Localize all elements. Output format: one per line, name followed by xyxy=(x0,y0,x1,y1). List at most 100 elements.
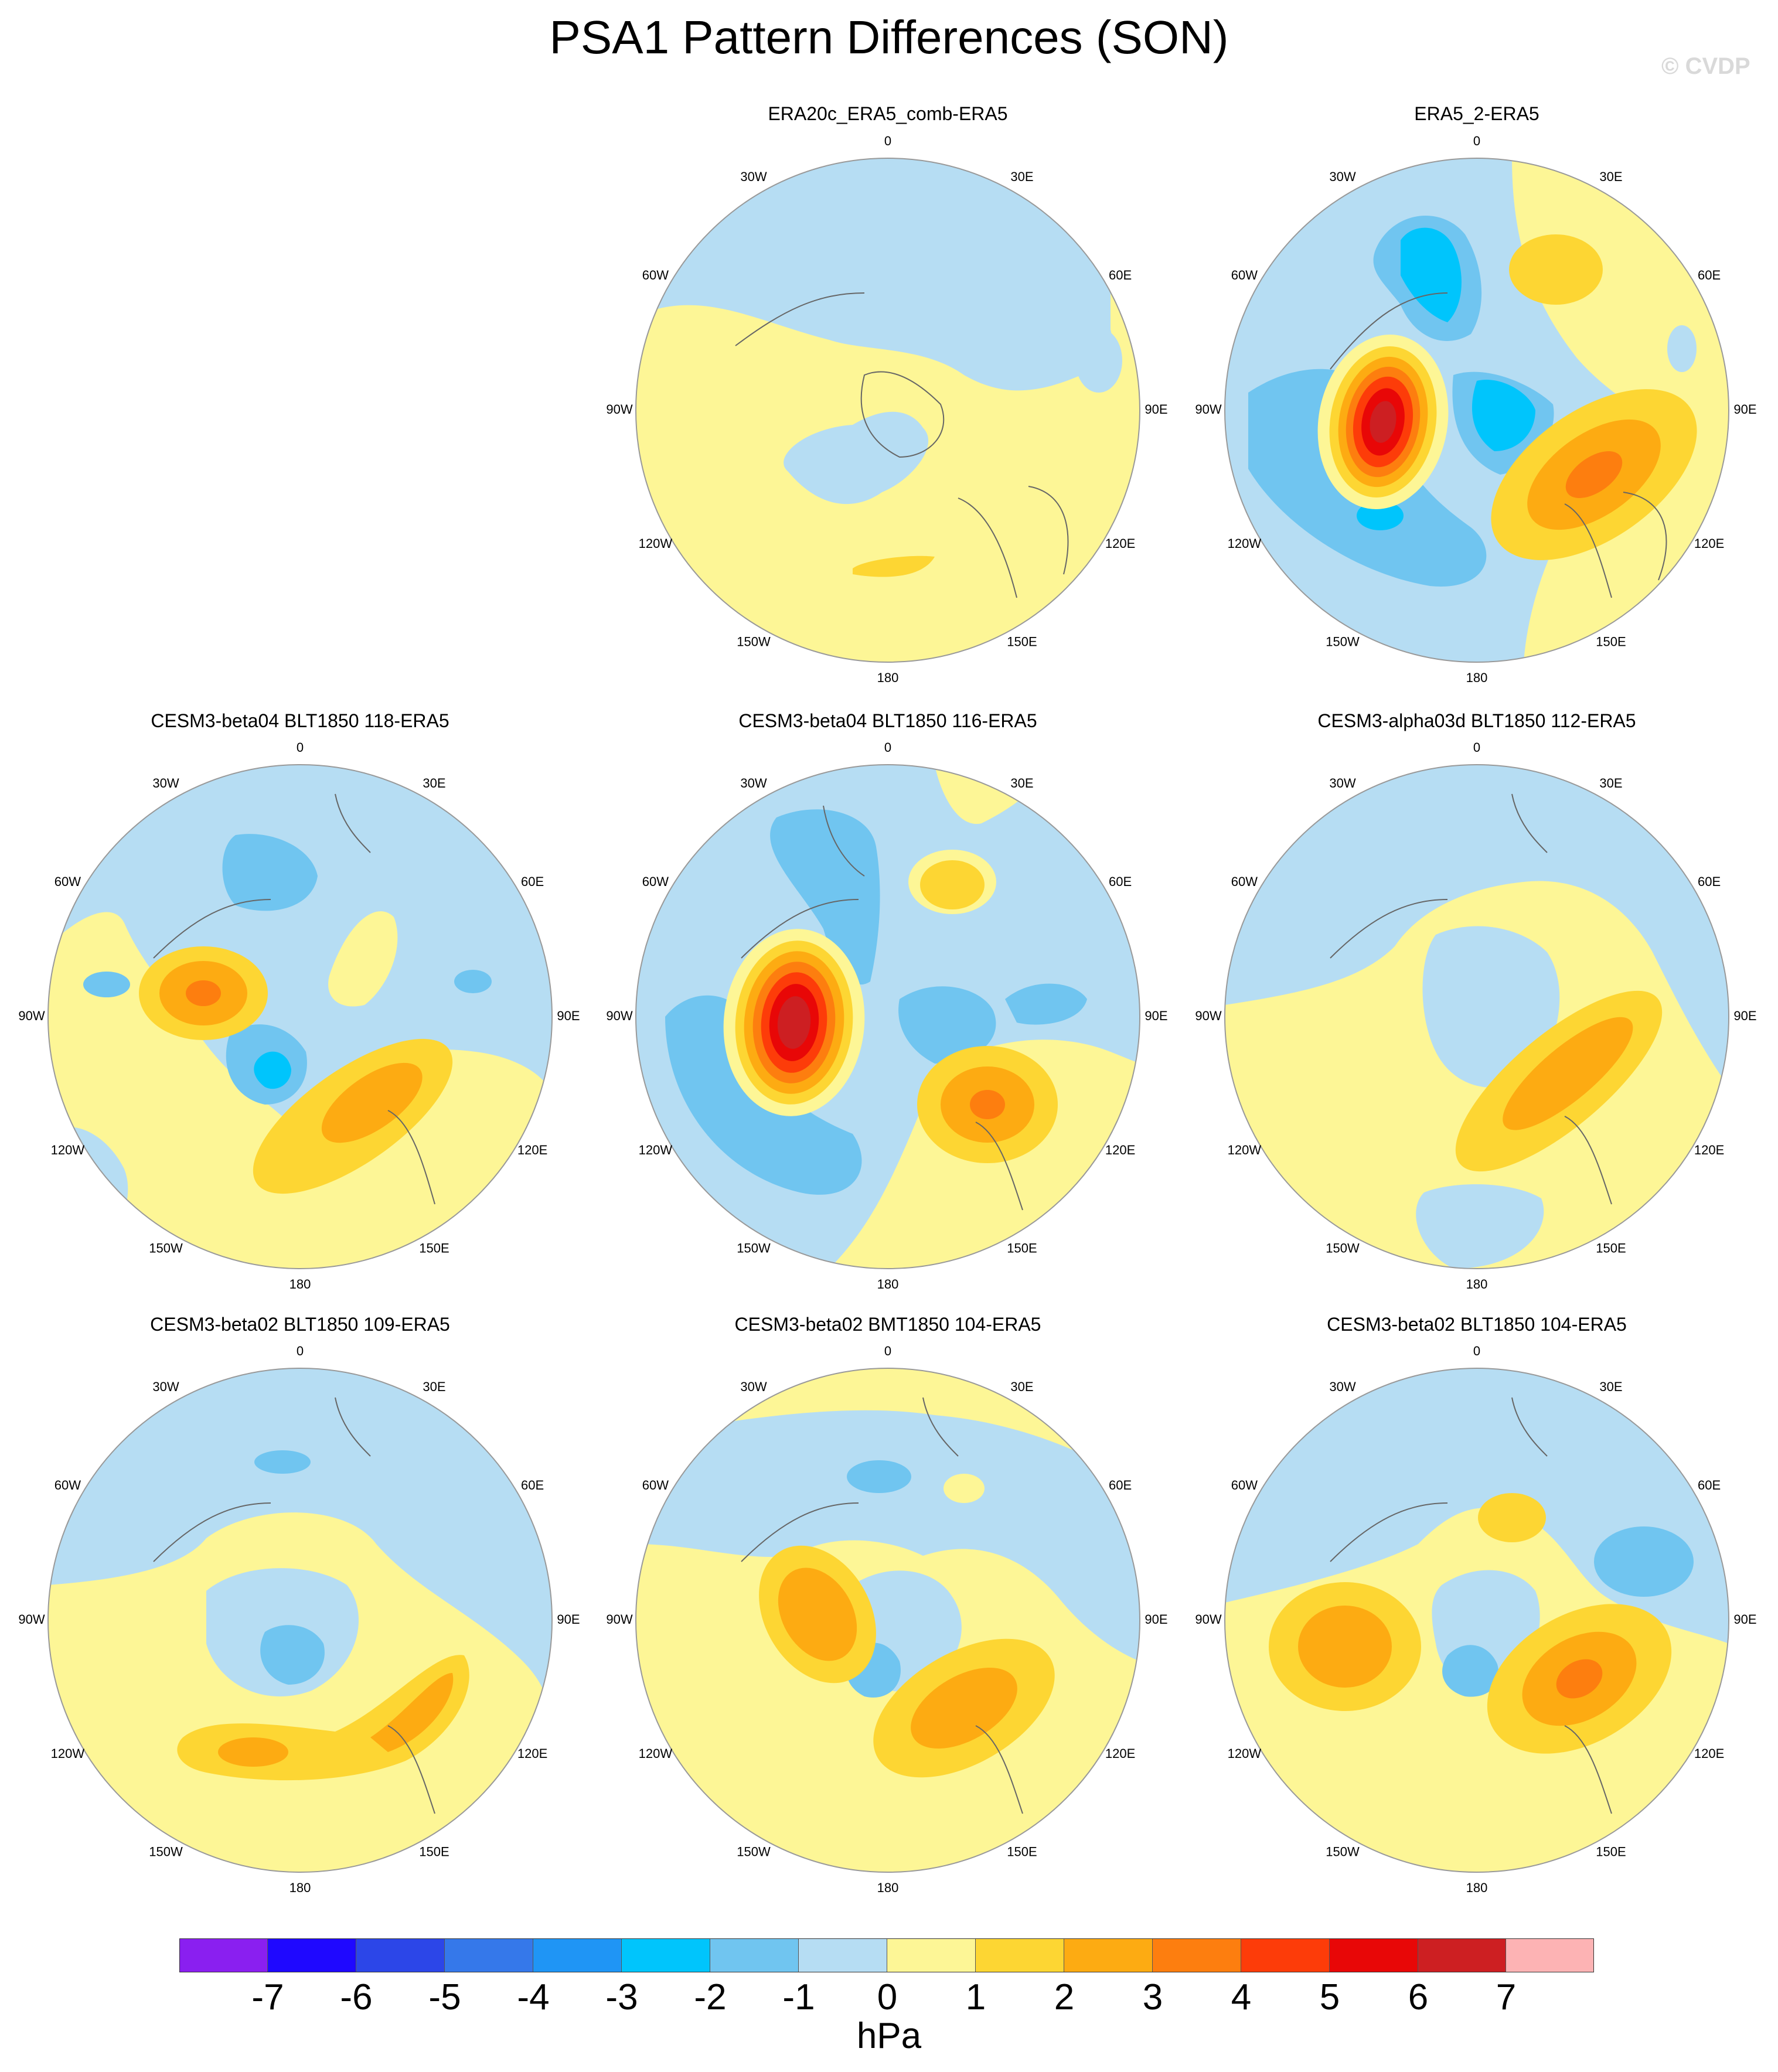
colorbar-bin xyxy=(445,1938,533,1972)
longitude-label: 60E xyxy=(1698,874,1721,889)
longitude-label: 0 xyxy=(884,134,891,148)
longitude-label: 60W xyxy=(642,1478,669,1492)
longitude-label: 150E xyxy=(419,1241,449,1255)
longitude-label: 120W xyxy=(639,1746,673,1761)
longitude-label: 30W xyxy=(152,1379,179,1394)
longitude-label: 120W xyxy=(1228,1143,1262,1157)
colorbar-bin xyxy=(887,1938,976,1972)
colorbar-bin xyxy=(1153,1938,1241,1972)
longitude-label: 90W xyxy=(1195,1008,1221,1023)
longitude-label: 60W xyxy=(55,874,81,889)
colorbar-tick: -5 xyxy=(428,1977,461,2018)
panel-title-6: CESM3-beta02 BLT1850 109-ERA5 xyxy=(150,1314,450,1335)
longitude-label: 60E xyxy=(521,874,544,889)
longitude-label: 60E xyxy=(1109,268,1132,282)
longitude-label: 90E xyxy=(1733,402,1756,417)
colorbar-bin xyxy=(533,1938,622,1972)
longitude-label: 120E xyxy=(1694,1746,1724,1761)
longitude-label: 150E xyxy=(1596,1844,1626,1859)
polar-map-era20c-era5-comb: 0 30E 60E 90E 120E 150E 180 150W 120W 90W 60W 30W xyxy=(606,134,1167,685)
longitude-label: 30W xyxy=(1329,776,1355,790)
panel-title-2: ERA5_2-ERA5 xyxy=(1414,103,1539,124)
longitude-label: 120W xyxy=(1228,536,1262,551)
longitude-label: 150E xyxy=(1007,1844,1037,1859)
longitude-label: 180 xyxy=(1466,1880,1488,1895)
colorbar-tick: -6 xyxy=(340,1977,373,2018)
longitude-label: 30E xyxy=(1010,1379,1033,1394)
polar-map-alpha03d-blt1850-112: 0 30E 60E 90E 120E 150E 180 150W 120W 90W 60W 30W xyxy=(1195,740,1756,1291)
longitude-label: 150W xyxy=(149,1241,183,1255)
longitude-label: 60W xyxy=(1231,1478,1258,1492)
longitude-label: 90E xyxy=(557,1612,580,1627)
longitude-label: 150W xyxy=(1326,634,1360,649)
longitude-label: 90W xyxy=(1195,1612,1221,1627)
colorbar-bin xyxy=(1064,1938,1153,1972)
polar-map-beta04-blt1850-116: 0 30E 60E 90E 120E 150E 180 150W 120W 90W 60W 30W xyxy=(606,740,1167,1291)
longitude-label: 0 xyxy=(1473,740,1480,755)
colorbar-tick: 1 xyxy=(965,1977,986,2018)
longitude-label: 60W xyxy=(1231,874,1258,889)
colorbar xyxy=(179,1938,1594,1972)
colorbar-bin xyxy=(622,1938,710,1972)
colorbar-tick: -7 xyxy=(251,1977,284,2018)
panel-title-8: CESM3-beta02 BLT1850 104-ERA5 xyxy=(1327,1314,1627,1335)
longitude-label: 30E xyxy=(423,1379,445,1394)
colorbar-tick: 3 xyxy=(1142,1977,1163,2018)
longitude-label: 150E xyxy=(1596,634,1626,649)
colorbar-bin xyxy=(1330,1938,1418,1972)
longitude-label: 30W xyxy=(1329,169,1355,184)
colorbar-bin xyxy=(799,1938,887,1972)
longitude-label: 120E xyxy=(517,1143,547,1157)
longitude-label: 150W xyxy=(149,1844,183,1859)
colorbar-tick: 7 xyxy=(1496,1977,1517,2018)
panel-title-4: CESM3-beta04 BLT1850 116-ERA5 xyxy=(738,710,1037,731)
longitude-label: 60E xyxy=(521,1478,544,1492)
polar-map-beta02-bmt1850-104: 0 30E 60E 90E 120E 150E 180 150W 120W 90W 60W 30W xyxy=(606,1344,1167,1895)
longitude-label: 90W xyxy=(18,1612,45,1627)
longitude-label: 60E xyxy=(1109,874,1132,889)
longitude-label: 120E xyxy=(1694,536,1724,551)
colorbar-tick: 6 xyxy=(1408,1977,1429,2018)
longitude-label: 150W xyxy=(737,1844,771,1859)
longitude-label: 30W xyxy=(740,1379,767,1394)
colorbar-tick: -4 xyxy=(517,1977,550,2018)
longitude-label: 150W xyxy=(737,1241,771,1255)
longitude-label: 180 xyxy=(1466,1277,1488,1291)
longitude-label: 120W xyxy=(51,1143,85,1157)
longitude-label: 180 xyxy=(877,1880,899,1895)
longitude-label: 90E xyxy=(557,1008,580,1023)
longitude-label: 180 xyxy=(877,1277,899,1291)
longitude-label: 150E xyxy=(1007,634,1037,649)
colorbar-bin xyxy=(710,1938,799,1972)
longitude-label: 60W xyxy=(642,268,669,282)
longitude-label: 120E xyxy=(1105,536,1135,551)
longitude-label: 60E xyxy=(1698,1478,1721,1492)
longitude-label: 0 xyxy=(1473,134,1480,148)
longitude-label: 150E xyxy=(1007,1241,1037,1255)
polar-map-beta02-blt1850-109: 0 30E 60E 90E 120E 150E 180 150W 120W 90W 60W 30W xyxy=(18,1344,580,1895)
longitude-label: 180 xyxy=(289,1880,311,1895)
longitude-label: 90E xyxy=(1145,1008,1167,1023)
panel-title-3: CESM3-beta04 BLT1850 118-ERA5 xyxy=(151,710,449,731)
longitude-label: 90E xyxy=(1145,402,1167,417)
longitude-label: 150E xyxy=(419,1844,449,1859)
longitude-label: 90W xyxy=(606,1612,632,1627)
colorbar-tick: 2 xyxy=(1054,1977,1075,2018)
longitude-label: 60E xyxy=(1109,1478,1132,1492)
colorbar-tick: 4 xyxy=(1231,1977,1252,2018)
longitude-label: 60W xyxy=(55,1478,81,1492)
longitude-label: 30W xyxy=(740,776,767,790)
longitude-label: 120E xyxy=(1105,1143,1135,1157)
colorbar-bin xyxy=(976,1938,1064,1972)
polar-map-beta04-blt1850-118: 0 30E 60E 90E 120E 150E 180 150W 120W 90W 60W 30W xyxy=(18,740,580,1291)
longitude-label: 180 xyxy=(877,670,899,685)
longitude-label: 30E xyxy=(1599,169,1622,184)
longitude-label: 120E xyxy=(517,1746,547,1761)
longitude-label: 90E xyxy=(1733,1008,1756,1023)
longitude-label: 90W xyxy=(606,402,632,417)
longitude-label: 0 xyxy=(884,1344,891,1358)
colorbar-bin xyxy=(179,1938,268,1972)
longitude-label: 0 xyxy=(297,1344,304,1358)
panel-title-5: CESM3-alpha03d BLT1850 112-ERA5 xyxy=(1317,710,1636,731)
longitude-label: 90W xyxy=(18,1008,45,1023)
